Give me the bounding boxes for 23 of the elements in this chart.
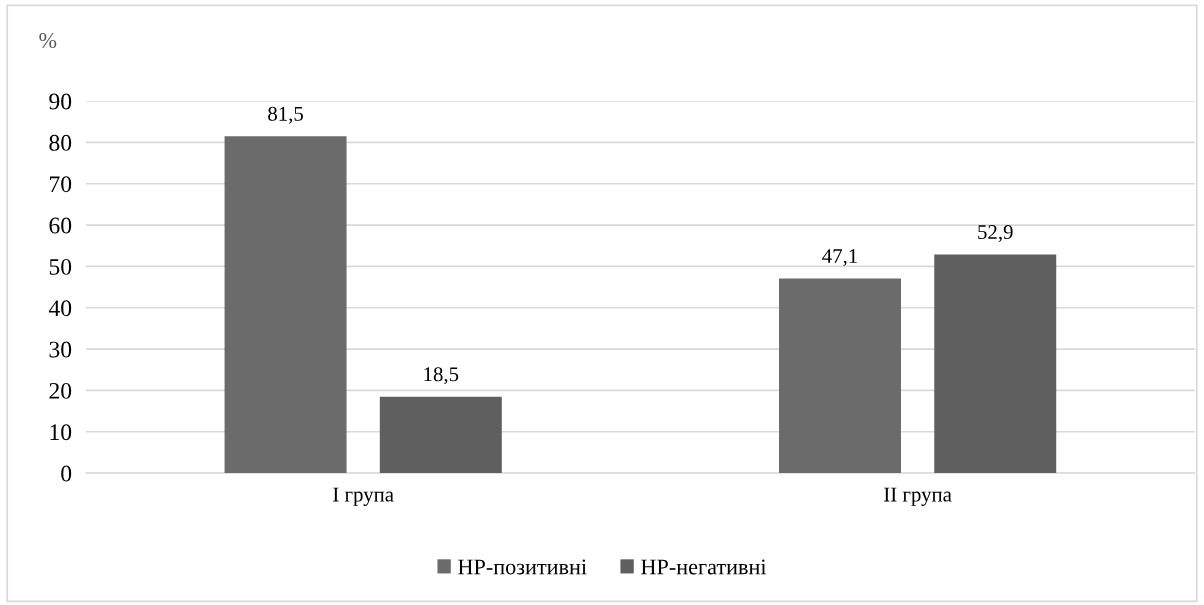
- data-label: 81,5: [268, 106, 303, 124]
- bar: [379, 396, 502, 474]
- y-tick-label: 0: [61, 465, 72, 482]
- bar: [934, 254, 1057, 474]
- data-label: 52,9: [978, 225, 1013, 243]
- y-tick-label: 60: [49, 217, 72, 234]
- y-tick-label: 50: [49, 258, 72, 275]
- bar: [779, 278, 901, 474]
- bar: [224, 136, 347, 474]
- y-tick-label: 30: [49, 341, 72, 358]
- y-tick-label: 80: [49, 134, 72, 151]
- y-tick-label: 10: [50, 424, 72, 441]
- y-tick-label: 20: [49, 382, 72, 399]
- data-label: 47,1: [822, 249, 857, 267]
- y-tick-label: 90: [49, 93, 72, 110]
- y-tick-label: 40: [48, 300, 72, 317]
- y-tick-label: 70: [50, 176, 72, 193]
- x-tick-label: I група: [333, 487, 394, 506]
- legend-label: HP-позитивні: [458, 559, 587, 575]
- legend-label: HP-негативні: [641, 559, 767, 575]
- x-tick-label: II група: [884, 487, 952, 506]
- data-label: 18,5: [424, 367, 459, 385]
- y-axis-title: %: [39, 32, 57, 48]
